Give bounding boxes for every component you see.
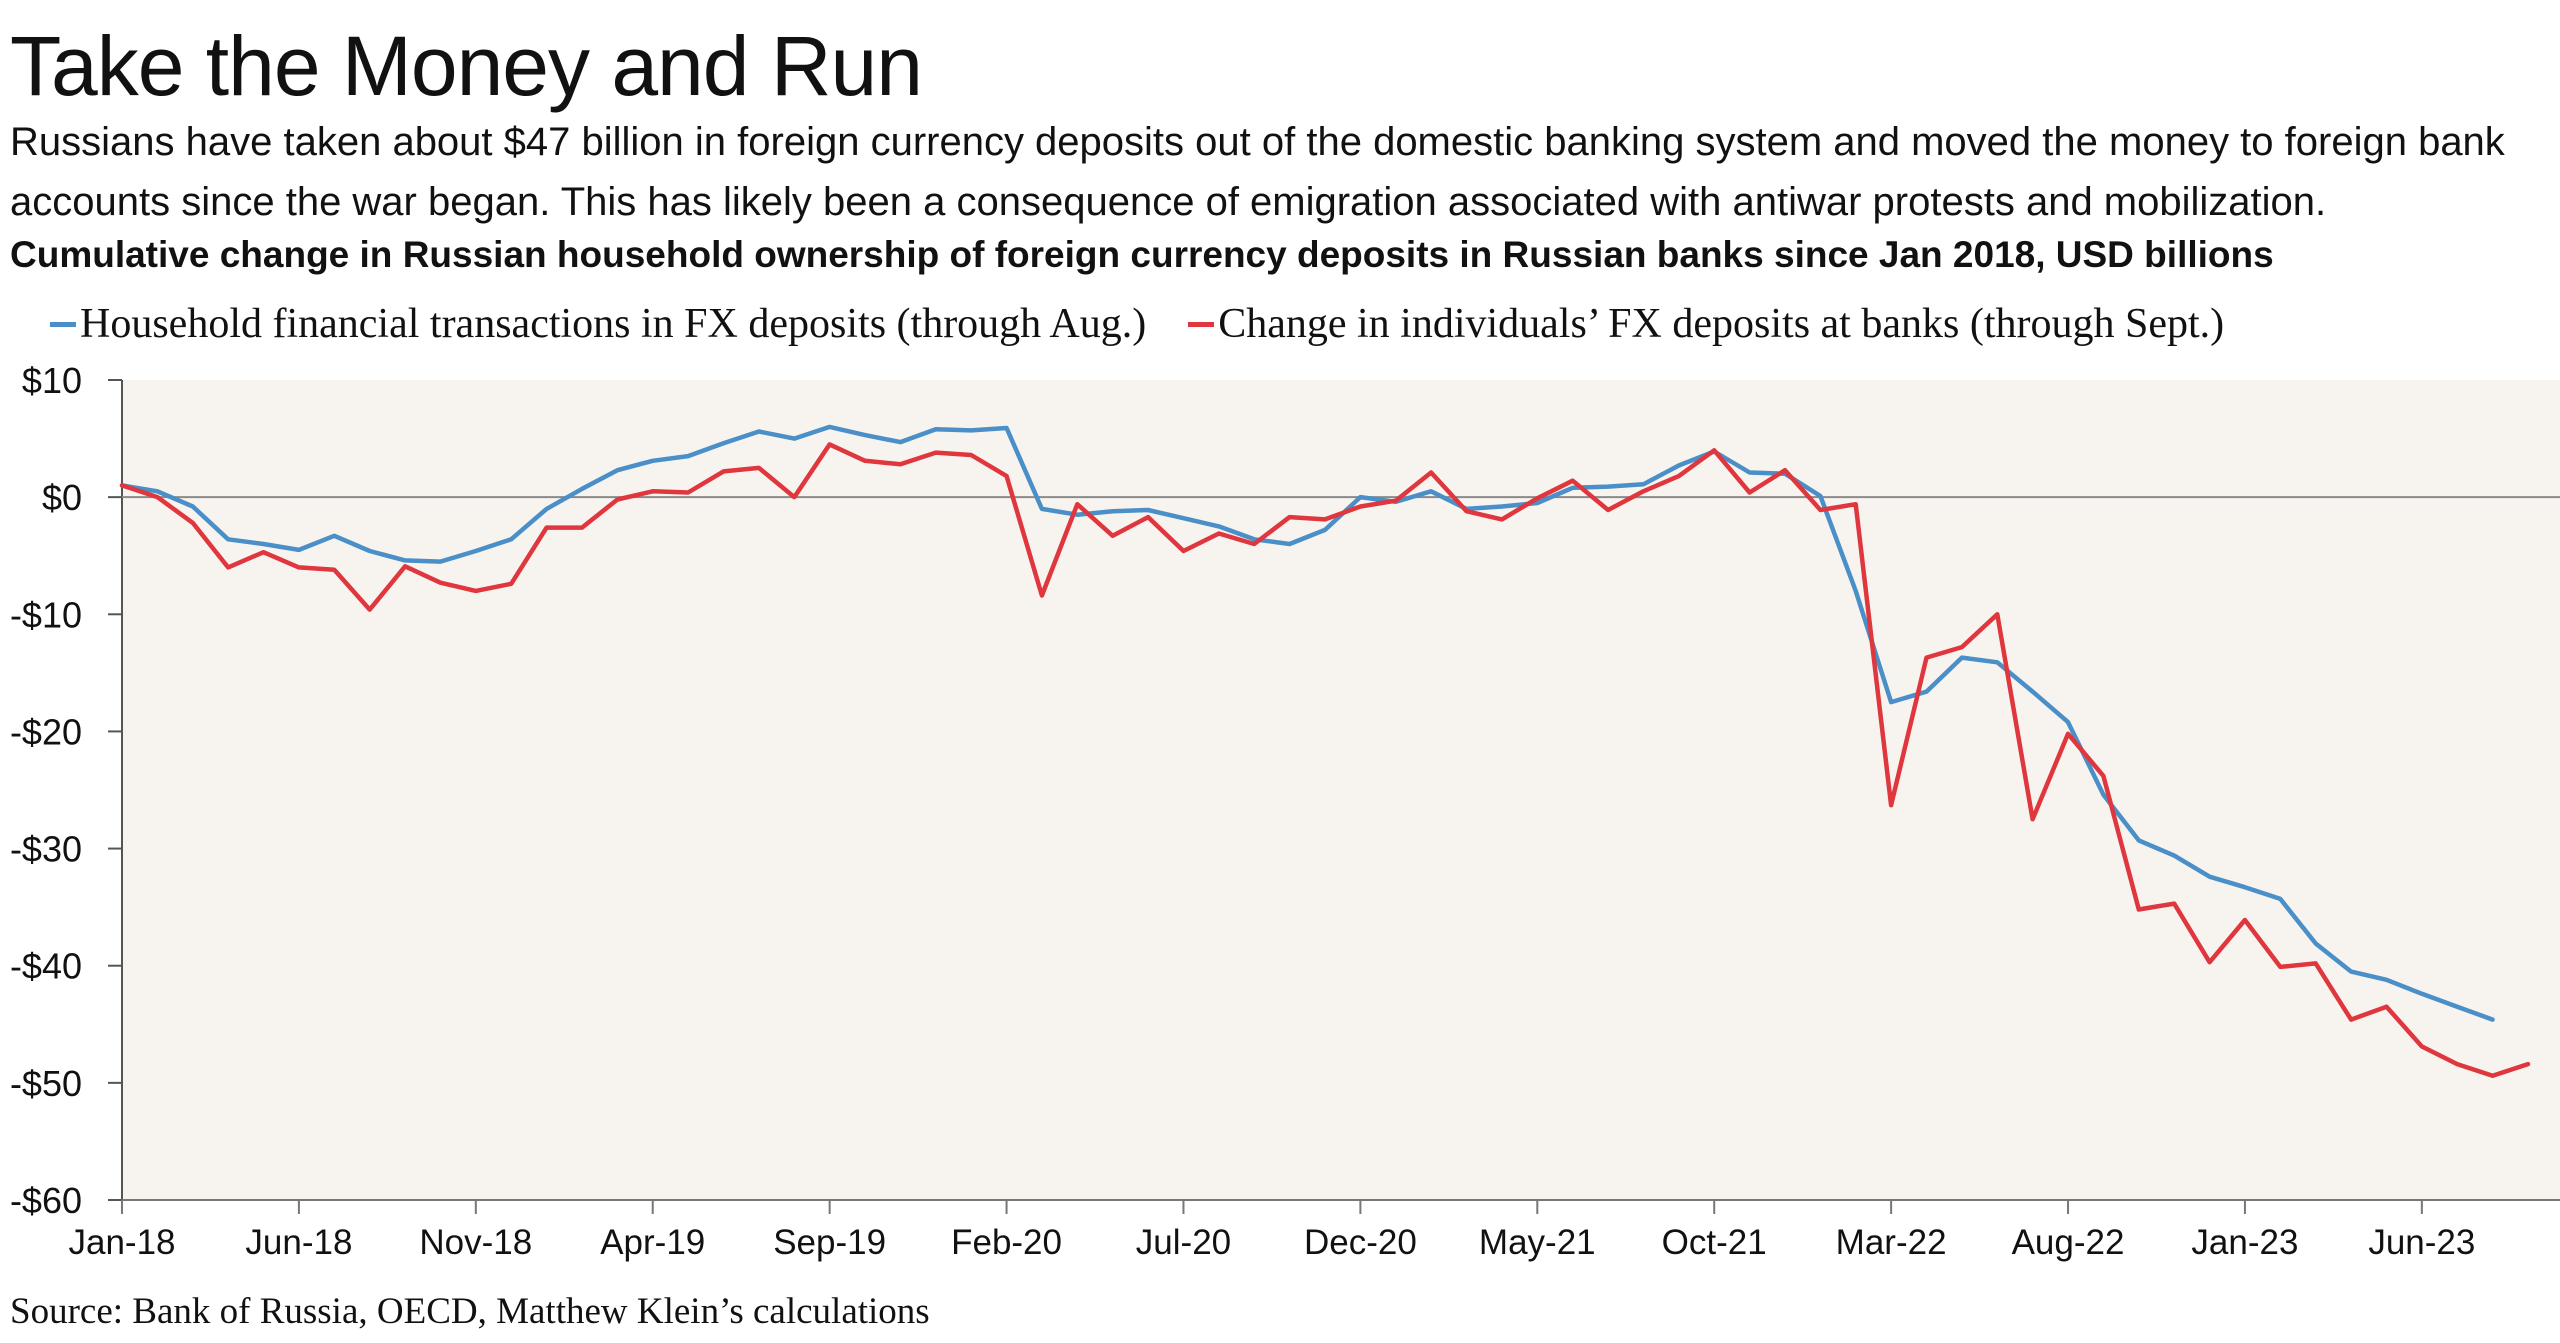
x-tick-label: Mar-22 (1836, 1223, 1947, 1262)
chart-title: Take the Money and Run (10, 19, 923, 113)
x-tick-label: Dec-20 (1304, 1223, 1417, 1262)
x-tick-label: Aug-22 (2012, 1223, 2125, 1262)
chart-subtitle: Russians have taken about $47 billion in… (10, 120, 2505, 224)
x-tick-label: Jan-18 (68, 1223, 175, 1262)
y-tick-label: -$40 (10, 946, 82, 987)
line-chart: $10 $0 -$10 -$20 -$30 -$40 -$50 -$60 Jan-18 Jun-… (10, 360, 2560, 1262)
legend-swatch-red (1188, 321, 1215, 327)
y-tick-label: -$10 (10, 594, 82, 635)
legend: Household financial transactions in FX d… (50, 294, 2550, 354)
legend-label-red: Change in individuals’ FX deposits at ba… (1218, 301, 2225, 347)
legend-label-blue: Household financial transactions in FX d… (80, 301, 1147, 347)
x-tick-label: Feb-20 (951, 1223, 1062, 1262)
x-tick-label: May-21 (1479, 1223, 1596, 1262)
y-tick-label: $0 (42, 477, 82, 518)
x-axis: Jan-18 Jun-18 Nov-18 Apr-19 Sep-19 Feb-20 Jul-… (68, 1199, 2560, 1262)
x-tick-label: Jan-23 (2191, 1223, 2298, 1262)
x-tick-label: Sep-19 (773, 1223, 886, 1262)
x-tick-label: Apr-19 (600, 1223, 705, 1262)
x-tick-label: Jun-18 (245, 1223, 352, 1262)
source-note: Source: Bank of Russia, OECD, Matthew Kl… (10, 1291, 930, 1332)
legend-swatch-blue (50, 321, 76, 327)
legend-item-blue: Household financial transactions in FX d… (50, 300, 1146, 348)
y-tick-label: -$20 (10, 711, 82, 752)
legend-item-red: Change in individuals’ FX deposits at ba… (1188, 300, 2224, 348)
x-tick-label: Jul-20 (1136, 1223, 1231, 1262)
series-line-household-transactions (119, 424, 2495, 1022)
y-tick-label: -$50 (10, 1063, 82, 1104)
x-tick-label: Oct-21 (1662, 1223, 1767, 1262)
series-line-fx-deposits-change (119, 442, 2531, 1079)
y-tick-label: -$60 (10, 1180, 82, 1221)
y-tick-label: -$30 (10, 829, 82, 870)
y-axis: $10 $0 -$10 -$20 -$30 -$40 -$50 -$60 (10, 360, 2560, 1221)
x-tick-label: Jun-23 (2368, 1223, 2475, 1262)
chart-heading: Cumulative change in Russian household o… (10, 234, 2274, 275)
y-tick-label: $10 (22, 360, 82, 401)
plot-area (122, 380, 2560, 1200)
x-tick-label: Nov-18 (419, 1223, 532, 1262)
series-layer (119, 424, 2531, 1079)
